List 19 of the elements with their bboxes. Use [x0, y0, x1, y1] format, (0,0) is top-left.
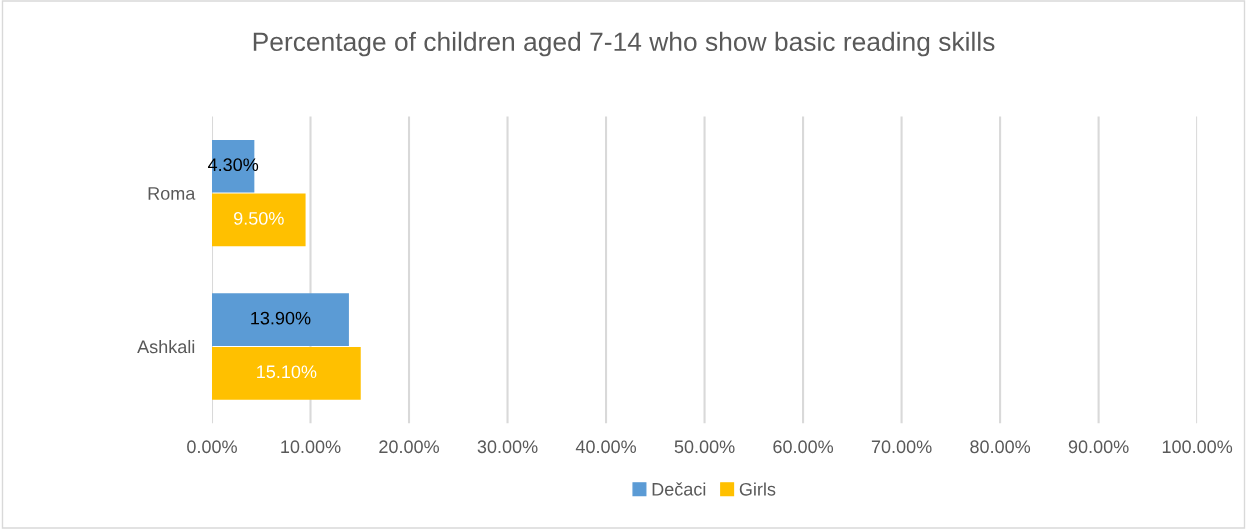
x-tick-label: 0.00% [187, 440, 237, 454]
y-tick-label: Roma [148, 187, 196, 200]
x-tick-label: 70.00% [871, 440, 932, 454]
data-label: 9.50% [234, 211, 284, 225]
x-tick-label: 30.00% [477, 440, 538, 454]
x-tick-label: 40.00% [575, 440, 637, 454]
x-tick-label: 80.00% [970, 440, 1031, 454]
x-tick-label: 50.00% [674, 440, 735, 454]
x-tick-label: 60.00% [773, 440, 834, 454]
y-tick-label: Ashkali [137, 339, 195, 354]
legend-label: Girls [739, 482, 776, 496]
x-tick-label: 10.00% [281, 440, 341, 454]
x-tick-label: 100.00% [1162, 440, 1233, 454]
chart-title: Percentage of children aged 7-14 who show basic reading skills [253, 31, 995, 57]
legend-label: Dečaci [652, 482, 706, 496]
x-tick-label: 20.00% [379, 440, 439, 454]
data-label: 15.10% [257, 365, 317, 379]
x-tick-label: 90.00% [1068, 440, 1129, 454]
data-label: 13.90% [251, 311, 311, 325]
